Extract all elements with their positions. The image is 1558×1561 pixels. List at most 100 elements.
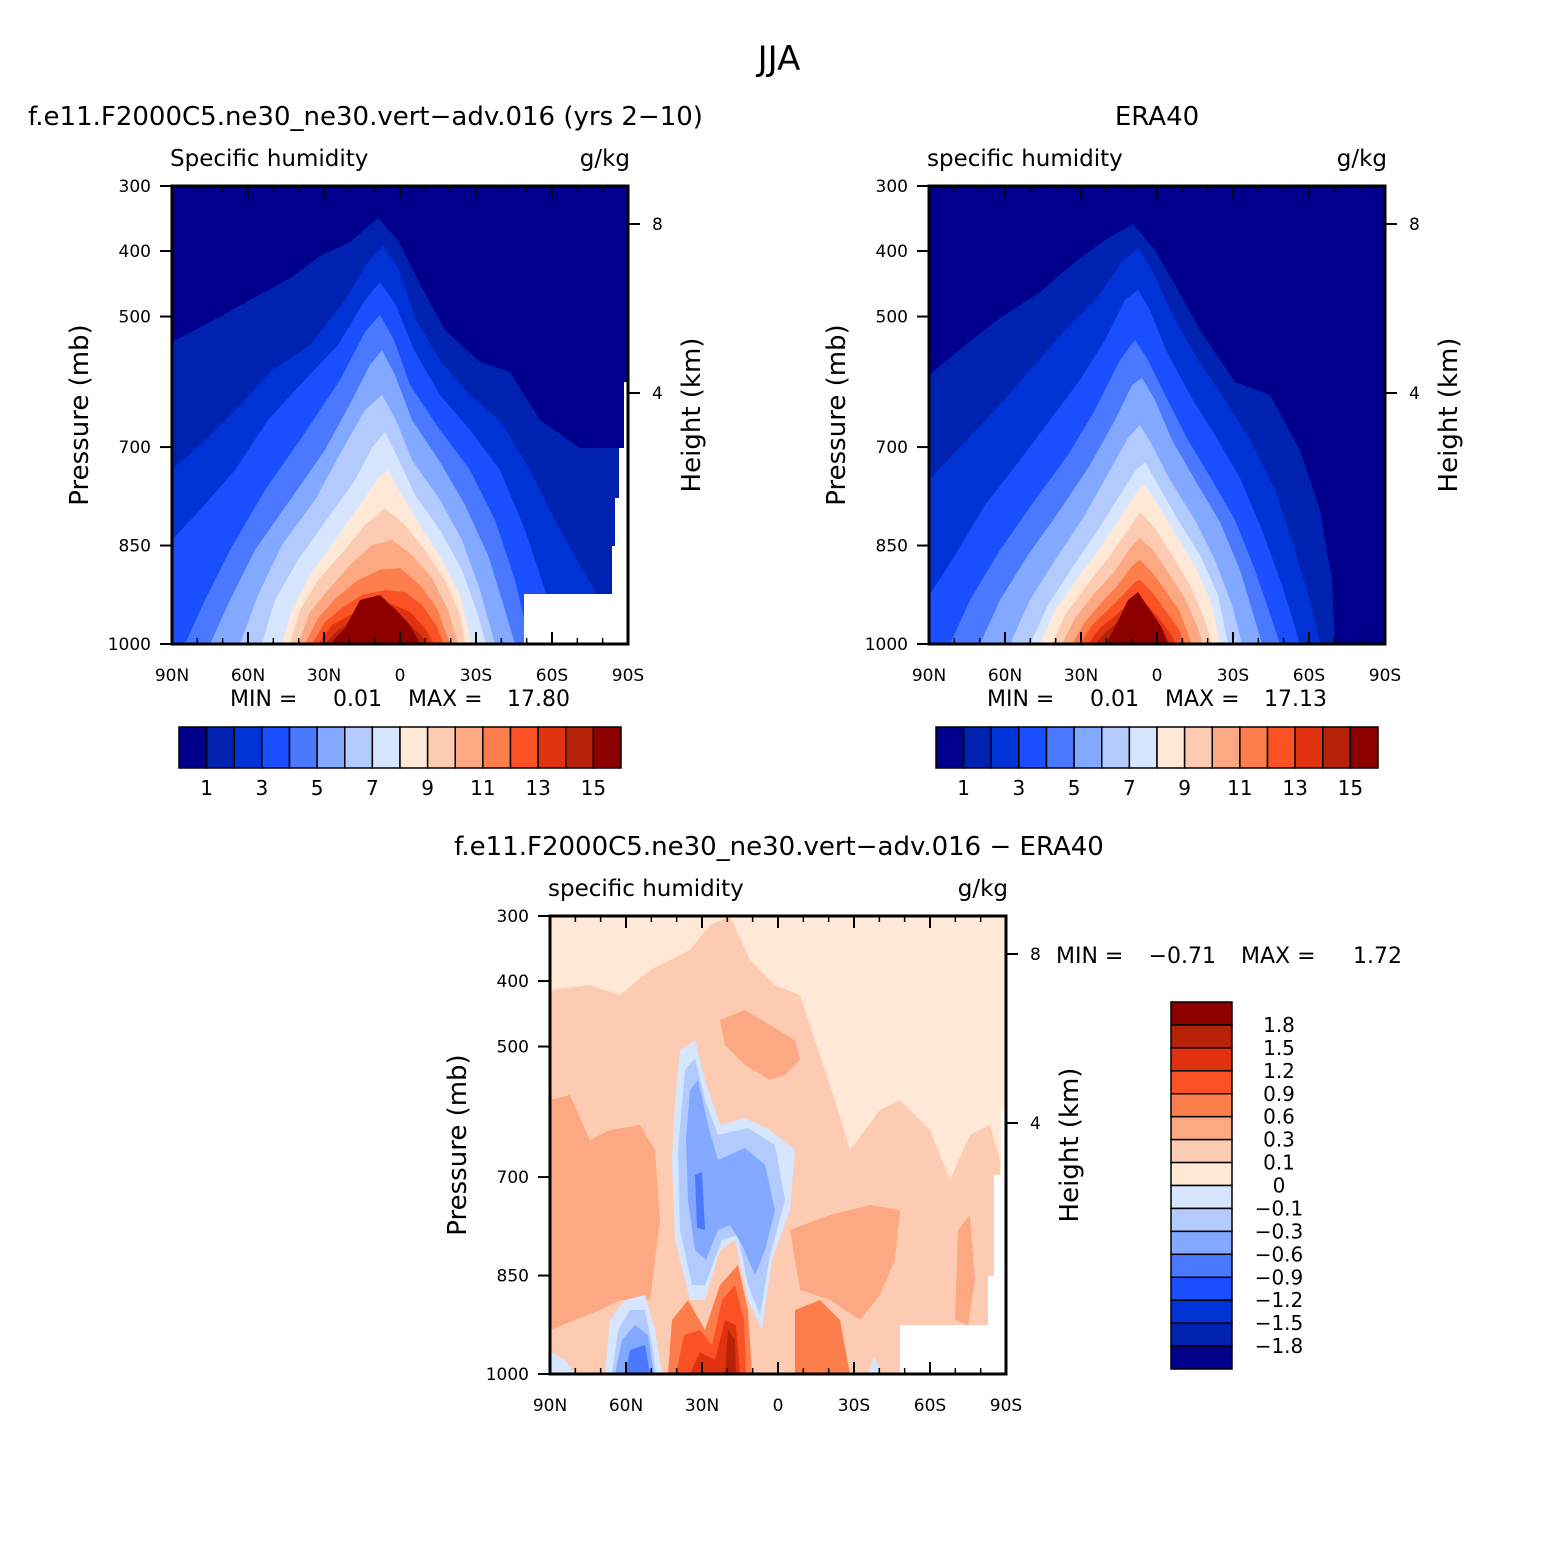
colorbar-swatch [1170, 1253, 1233, 1278]
colorbar-swatch [316, 726, 346, 769]
colorbar-swatch [1170, 1070, 1233, 1095]
colorbar-label: 7 [1123, 776, 1136, 800]
colorbar-swatch [261, 726, 291, 769]
y-tick-label: 400 [119, 242, 151, 262]
colorbar-swatch [233, 726, 263, 769]
colorbar-label: 0.6 [1263, 1105, 1295, 1129]
colorbar-swatch [288, 726, 318, 769]
colorbar-label: −0.9 [1255, 1265, 1304, 1289]
x-tick-label: 60N [609, 1396, 643, 1416]
panel-obs-right-title: g/kg [1337, 146, 1387, 172]
panel-diff-left-title: specific humidity [548, 876, 744, 902]
panel-diff-min-label: MIN = [1056, 944, 1123, 969]
contour-band-16 [330, 595, 420, 644]
x-tick-label: 30S [838, 1396, 870, 1416]
panel-model-ylabel: Pressure (mb) [65, 324, 95, 505]
colorbar-swatch [454, 726, 484, 769]
y2-tick-label: 4 [1030, 1114, 1041, 1134]
y2-tick-label: 4 [1409, 384, 1420, 404]
colorbar-swatch [1170, 1115, 1233, 1141]
colorbar-swatch [509, 726, 539, 769]
y-tick-label: 300 [497, 907, 529, 927]
panel-model-field [172, 186, 628, 644]
colorbar-label: 0.1 [1263, 1151, 1295, 1175]
diff-band-neg0.6-mid [695, 1172, 705, 1230]
colorbar-swatch [1170, 1161, 1233, 1187]
colorbar-swatch [990, 726, 1020, 769]
colorbar-swatch [1294, 726, 1324, 769]
y-tick-label: 1000 [486, 1365, 529, 1385]
panel-obs-min-value: 0.01 [1090, 687, 1139, 712]
y-tick-label: 1000 [865, 635, 908, 655]
x-tick-label: 0 [395, 666, 406, 686]
colorbar-label: 13 [1282, 776, 1307, 800]
colorbar-swatch [537, 726, 567, 769]
panel-obs-ylabel: Pressure (mb) [822, 324, 852, 505]
panel-model-right-title: g/kg [580, 146, 630, 172]
colorbar-swatch [426, 726, 456, 769]
panel-obs-case-title: ERA40 [1115, 102, 1199, 132]
diff-band-neg0.3-mid [686, 1080, 775, 1275]
x-tick-label: 90S [612, 666, 644, 686]
colorbar-swatch [1018, 726, 1048, 769]
x-tick-label: 90S [990, 1396, 1022, 1416]
y-tick-label: 300 [876, 177, 908, 197]
colorbar-swatch [371, 726, 401, 769]
panel-obs-left-title: specific humidity [927, 146, 1123, 172]
colorbar-label: 15 [1338, 776, 1363, 800]
x-tick-label: 30N [1064, 666, 1098, 686]
panel-diff-right-title: g/kg [958, 876, 1008, 902]
colorbar-swatch [1349, 726, 1379, 769]
colorbar-swatch [1156, 726, 1186, 769]
colorbar-swatch [1239, 726, 1269, 769]
y-tick-label: 400 [497, 972, 529, 992]
x-tick-label: 60S [914, 1396, 946, 1416]
colorbar-swatch [1170, 1024, 1233, 1049]
x-tick-label: 90S [1369, 666, 1401, 686]
colorbar-swatch [1170, 1345, 1233, 1370]
x-tick-label: 60N [231, 666, 265, 686]
x-tick-label: 90N [912, 666, 946, 686]
y-tick-label: 850 [497, 1267, 529, 1287]
y2-tick-label: 4 [652, 384, 663, 404]
y-tick-label: 300 [119, 177, 151, 197]
colorbar-swatch [1170, 1184, 1233, 1210]
colorbar-swatch [1128, 726, 1158, 769]
colorbar-label: 1.5 [1263, 1036, 1295, 1060]
panel-model-left-title: Specific humidity [170, 146, 368, 172]
colorbar-label: 7 [366, 776, 379, 800]
colorbar-label: 1.8 [1263, 1013, 1295, 1037]
colorbar-label: −0.1 [1255, 1196, 1304, 1220]
colorbar-label: −1.5 [1255, 1311, 1304, 1335]
colorbar-label: 11 [1227, 776, 1252, 800]
diff-band-0.3-mid [720, 1010, 800, 1080]
diff-band-neg0-south [868, 1356, 882, 1374]
x-tick-label: 90N [533, 1396, 567, 1416]
panel-model: f.e11.F2000C5.ne30_ne30.vert−adv.016 (yr… [28, 102, 707, 800]
colorbar-label: 5 [311, 776, 324, 800]
x-tick-label: 90N [155, 666, 189, 686]
panel-diff-max-label: MAX = [1241, 944, 1316, 969]
colorbar-swatch [1266, 726, 1296, 769]
colorbar-label: −1.8 [1255, 1334, 1304, 1358]
panel-obs-field [929, 186, 1385, 644]
panel-obs-min-label: MIN = [987, 687, 1054, 712]
panel-diff-max-value: 1.72 [1353, 944, 1402, 969]
colorbar-swatch [205, 726, 235, 769]
colorbar-swatch [178, 726, 208, 769]
panel-obs-y2label: Height (km) [1434, 338, 1464, 493]
colorbar-label: −0.6 [1255, 1242, 1304, 1266]
panel-model-max-label: MAX = [408, 687, 483, 712]
colorbar-swatch [1170, 1207, 1233, 1233]
y-tick-label: 850 [876, 537, 908, 557]
contour-band-16 [1106, 592, 1168, 644]
panel-model-max-value: 17.80 [507, 687, 570, 712]
colorbar-swatch [592, 726, 622, 769]
colorbar-swatch [1170, 1138, 1233, 1164]
colorbar-swatch [1183, 726, 1213, 769]
colorbar-label: 3 [256, 776, 269, 800]
colorbar-label: 15 [581, 776, 606, 800]
colorbar-label: 5 [1068, 776, 1081, 800]
colorbar-swatch [1211, 726, 1241, 769]
